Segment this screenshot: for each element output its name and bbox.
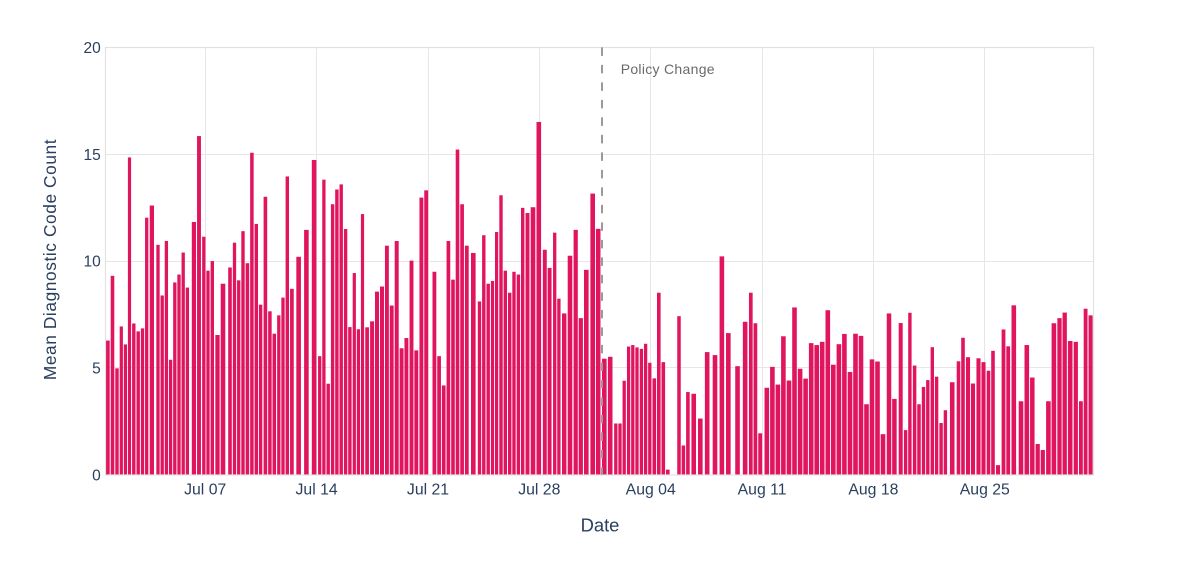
svg-text:Policy Change: Policy Change [621, 61, 715, 77]
svg-text:Jul 21: Jul 21 [407, 481, 449, 498]
svg-text:Jul 14: Jul 14 [296, 481, 338, 498]
svg-text:Jul 28: Jul 28 [518, 481, 560, 498]
svg-text:Aug 25: Aug 25 [960, 481, 1010, 498]
svg-text:5: 5 [92, 361, 101, 378]
svg-text:Aug 18: Aug 18 [848, 481, 898, 498]
svg-text:Mean Diagnostic Code Count: Mean Diagnostic Code Count [40, 139, 60, 380]
svg-text:20: 20 [84, 40, 102, 57]
svg-text:Jul 07: Jul 07 [184, 481, 226, 498]
svg-text:Aug 04: Aug 04 [626, 481, 676, 498]
svg-text:Date: Date [581, 515, 620, 536]
svg-text:10: 10 [84, 254, 102, 271]
svg-text:15: 15 [84, 147, 101, 164]
svg-text:Aug 11: Aug 11 [738, 481, 787, 498]
svg-text:0: 0 [92, 467, 101, 484]
